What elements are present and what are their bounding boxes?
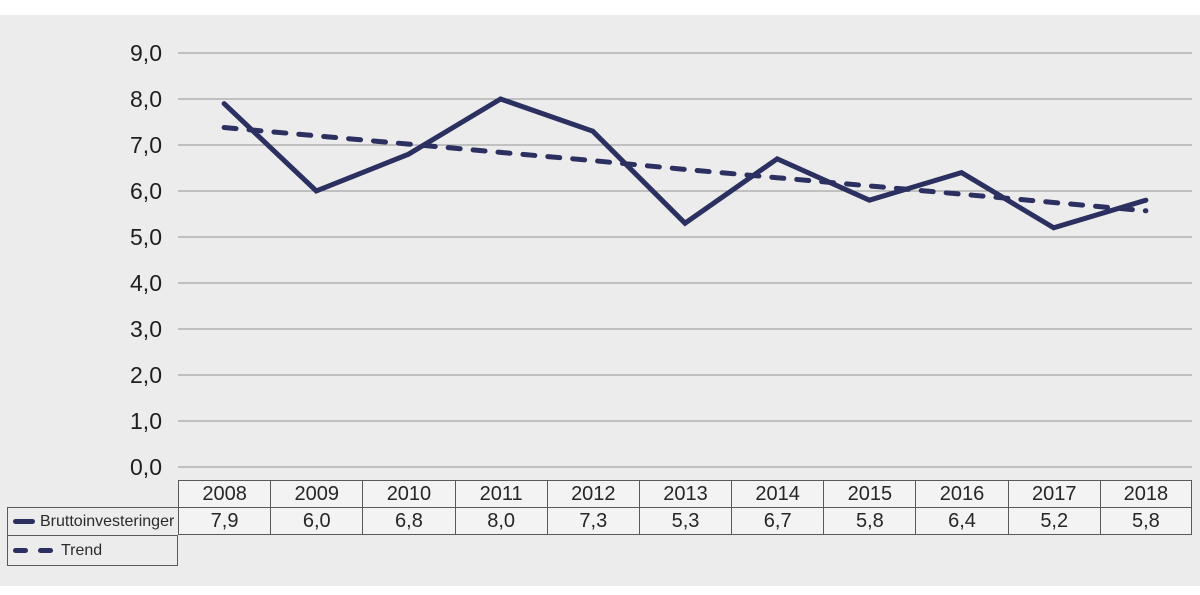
value-cell: 6,0: [270, 507, 363, 535]
value-cell: 6,4: [915, 507, 1008, 535]
year-cell: 2009: [270, 480, 363, 507]
year-cell: 2017: [1007, 480, 1100, 507]
value-cell: 5,2: [1007, 507, 1100, 535]
year-cell: 2010: [362, 480, 455, 507]
value-cell: 8,0: [454, 507, 547, 535]
year-cell: 2008: [178, 480, 271, 507]
value-cell: 5,8: [823, 507, 916, 535]
year-cell: 2014: [731, 480, 824, 507]
solid-line-icon: [13, 519, 35, 524]
value-cell: 7,9: [178, 507, 271, 535]
year-cell: 2016: [915, 480, 1008, 507]
value-cell: 6,7: [731, 507, 824, 535]
year-cell: 2018: [1099, 480, 1192, 507]
year-cell: 2015: [823, 480, 916, 507]
legend-item-trend: Trend: [7, 535, 178, 566]
value-cell: 5,3: [638, 507, 732, 535]
year-cell: 2013: [638, 480, 732, 507]
legend-label-trend: Trend: [61, 541, 103, 559]
value-cell: 7,3: [546, 507, 639, 535]
year-cell: 2012: [546, 480, 639, 507]
legend-item-bruttoinvesteringer: Bruttoinvesteringer: [7, 507, 178, 535]
year-cell: 2011: [454, 480, 547, 507]
value-cell: 5,8: [1099, 507, 1192, 535]
data-table: Bruttoinvesteringer Trend 2008 2009 2010 20…: [7, 480, 1192, 566]
dashed-line-icon: [13, 548, 53, 553]
value-cell: 6,8: [362, 507, 455, 535]
legend-label-bruttoinvesteringer: Bruttoinvesteringer: [40, 512, 175, 530]
